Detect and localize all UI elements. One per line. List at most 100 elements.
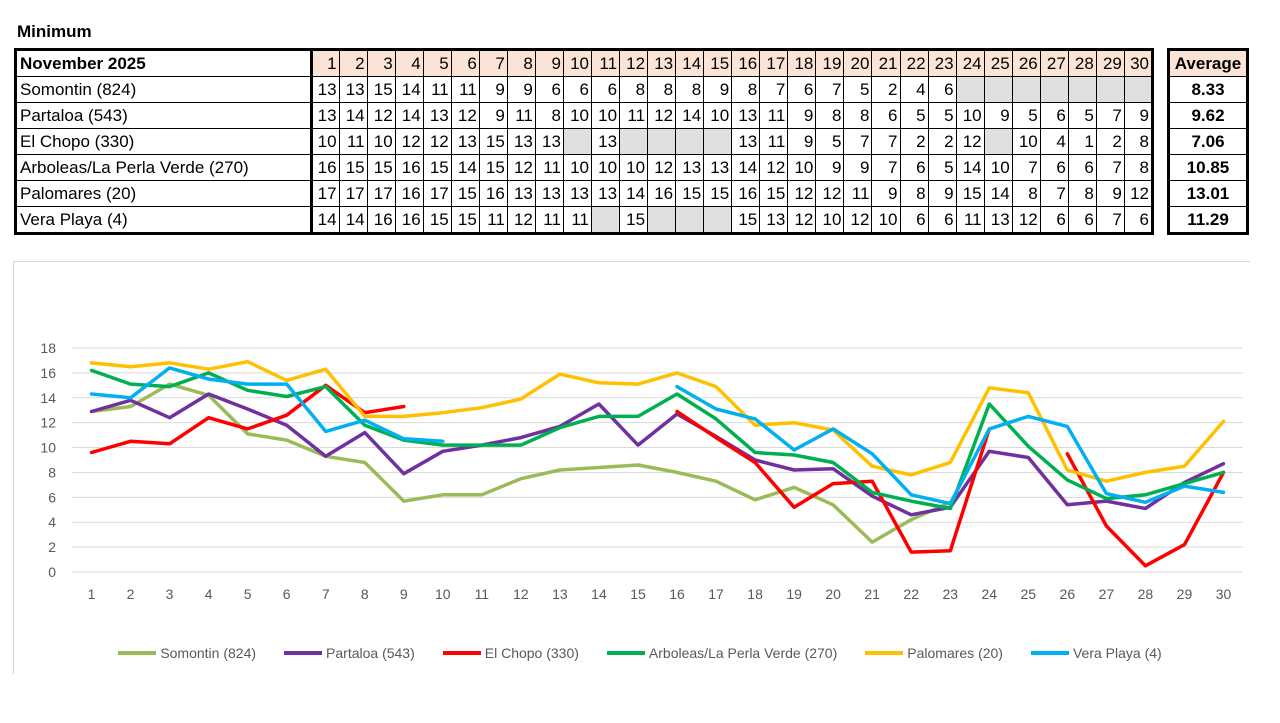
x-tick-label: 29 [1177, 586, 1193, 602]
series-line-3 [1065, 452, 1226, 568]
table-cell: 15 [955, 180, 985, 207]
table-cell: 16 [394, 206, 424, 234]
table-row: El Chopo (330) 10 11 10 12 12 13 15 13 13 13 13 11 9 5… [15, 128, 1154, 155]
x-tick-label: 1 [88, 586, 96, 602]
legend-item: Somontin (824) [118, 645, 256, 661]
table-row: Partaloa (543) 13 14 12 14 13 12 9 11 8 10 10 11 12 14… [15, 102, 1154, 129]
table-cell: 9 [478, 76, 508, 103]
table-cell: 6 [1067, 206, 1097, 234]
day-header: 8 [506, 49, 536, 77]
table-cell: 15 [675, 180, 705, 207]
minimum-temperature-table: November 2025 1 2 3 4 5 6 7 8 9 10 11 12 13 14 15 16 17 18… [14, 48, 1154, 235]
table-cell: 6 [927, 76, 957, 103]
table-cell: 13 [590, 128, 621, 155]
table-cell: 13 [675, 154, 705, 181]
legend-label: El Chopo (330) [484, 645, 579, 661]
table-cell-empty [983, 76, 1013, 103]
x-tick-label: 7 [322, 586, 330, 602]
y-tick-label: 10 [40, 440, 56, 456]
day-header: 18 [787, 49, 817, 77]
average-value: 11.29 [1168, 206, 1248, 234]
table-cell: 12 [787, 206, 817, 234]
average-value: 9.62 [1168, 102, 1248, 129]
chart-legend: Somontin (824) Partaloa (543) El Chopo (33… [0, 645, 1280, 661]
table-cell: 10 [562, 102, 592, 129]
table-cell: 5 [1067, 102, 1097, 129]
y-tick-label: 0 [48, 564, 56, 580]
x-tick-label: 18 [747, 586, 763, 602]
table-cell: 5 [815, 128, 845, 155]
page-title: Minimum [17, 22, 92, 41]
series-line-1 [89, 382, 953, 544]
table-cell: 9 [506, 76, 536, 103]
table-cell: 6 [1039, 206, 1069, 234]
day-header: 28 [1067, 49, 1097, 77]
table-cell: 14 [955, 154, 985, 181]
table-cell: 13 [534, 180, 564, 207]
x-tick-label: 6 [283, 586, 291, 602]
legend-line-icon [118, 651, 157, 655]
y-tick-label: 14 [40, 390, 56, 406]
day-header: 13 [647, 49, 677, 77]
series-line-4 [89, 368, 1226, 511]
table-cell: 13 [450, 128, 480, 155]
legend-line-icon [1030, 651, 1069, 655]
table-cell: 10 [310, 128, 340, 155]
day-header: 7 [478, 49, 508, 77]
table-cell: 15 [478, 154, 508, 181]
table-cell: 12 [843, 206, 873, 234]
table-cell: 16 [366, 206, 396, 234]
table-cell: 6 [590, 76, 621, 103]
day-header: 12 [619, 49, 649, 77]
table-cell: 15 [450, 180, 480, 207]
table-cell-empty [590, 206, 621, 234]
table-cell: 11 [843, 180, 873, 207]
y-tick-label: 2 [48, 539, 56, 555]
table-cell: 13 [759, 206, 789, 234]
table-cell-empty [703, 206, 733, 234]
table-cell-empty [647, 128, 677, 155]
table-cell: 10 [590, 102, 621, 129]
table-cell: 9 [478, 102, 508, 129]
day-header: 6 [450, 49, 480, 77]
x-tick-label: 16 [669, 586, 685, 602]
table-cell: 17 [338, 180, 368, 207]
table-cell: 2 [927, 128, 957, 155]
table-cell: 6 [1067, 154, 1097, 181]
table-cell: 12 [647, 102, 677, 129]
legend-label: Palomares (20) [907, 645, 1003, 661]
station-name: Somontin (824) [15, 76, 313, 103]
table-cell-empty [1095, 76, 1125, 103]
x-tick-label: 24 [981, 586, 997, 602]
table-cell: 16 [310, 154, 340, 181]
table-cell: 12 [1123, 180, 1154, 207]
table-cell: 10 [562, 154, 592, 181]
y-tick-label: 8 [48, 464, 56, 480]
station-name: Palomares (20) [15, 180, 313, 207]
table-cell: 4 [1039, 128, 1069, 155]
legend-line-icon [606, 651, 645, 655]
legend-item: Arboleas/La Perla Verde (270) [606, 645, 837, 661]
x-tick-label: 13 [552, 586, 568, 602]
legend-item: Vera Playa (4) [1030, 645, 1162, 661]
legend-item: Partaloa (543) [284, 645, 415, 661]
legend-item: Palomares (20) [865, 645, 1003, 661]
table-cell: 5 [843, 76, 873, 103]
x-tick-label: 11 [475, 586, 490, 602]
table-cell: 12 [787, 180, 817, 207]
day-header: 17 [759, 49, 789, 77]
table-cell: 15 [478, 128, 508, 155]
day-header: 16 [731, 49, 761, 77]
table-cell-empty [1067, 76, 1097, 103]
table-cell: 15 [422, 154, 452, 181]
legend-label: Somontin (824) [160, 645, 257, 661]
table-cell-empty [562, 128, 592, 155]
legend-label: Partaloa (543) [326, 645, 415, 661]
x-tick-label: 30 [1216, 586, 1232, 602]
table-cell: 8 [619, 76, 649, 103]
table-cell: 6 [927, 206, 957, 234]
table-cell: 14 [310, 206, 340, 234]
average-value: 8.33 [1168, 76, 1248, 103]
table-cell: 15 [422, 206, 452, 234]
table-cell: 11 [478, 206, 508, 234]
